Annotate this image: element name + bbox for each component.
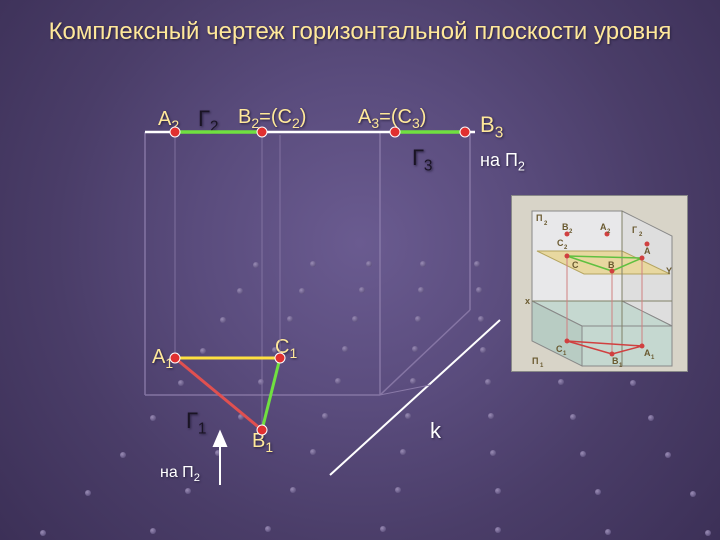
svg-text:1: 1	[540, 363, 544, 369]
svg-text:Y: Y	[666, 266, 672, 276]
svg-text:x: x	[525, 296, 530, 306]
svg-text:В: В	[562, 222, 569, 232]
svg-text:С: С	[557, 238, 564, 248]
svg-text:С: С	[556, 344, 563, 354]
svg-text:Г: Г	[632, 225, 637, 235]
svg-text:П: П	[536, 213, 542, 223]
svg-text:П: П	[532, 356, 538, 366]
svg-text:С: С	[572, 260, 579, 270]
reference-3d-thumbnail: П2 В2 А2 Г2 С2 А В С Y x С1 В1 А1 П1	[511, 195, 688, 372]
svg-text:А: А	[644, 348, 651, 358]
svg-text:А: А	[644, 246, 651, 256]
svg-text:В: В	[612, 356, 619, 366]
svg-text:В: В	[608, 260, 615, 270]
slide: Комплексный чертеж горизонтальной плоско…	[0, 0, 720, 540]
svg-text:А: А	[600, 222, 607, 232]
